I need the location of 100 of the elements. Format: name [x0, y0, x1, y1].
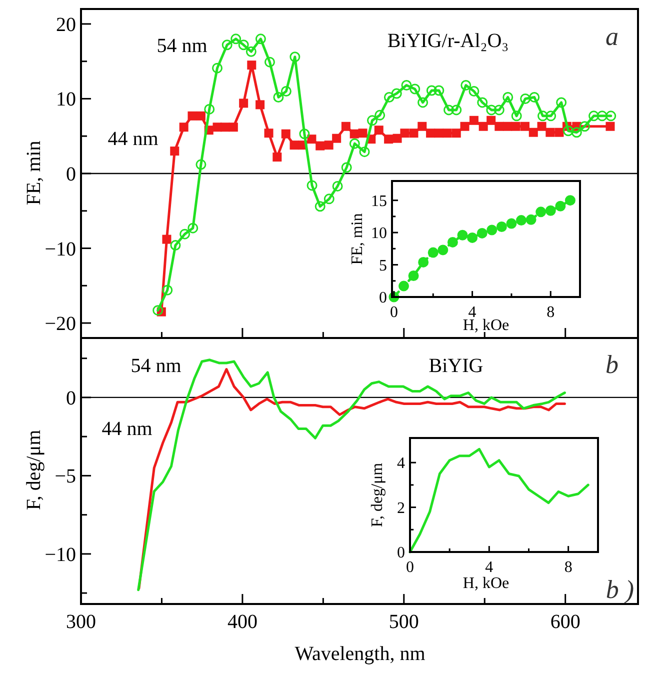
point	[528, 128, 538, 137]
point	[571, 127, 582, 138]
y-tick-label: 10	[56, 88, 76, 111]
point	[392, 134, 402, 143]
point	[564, 195, 576, 206]
point	[239, 98, 248, 108]
point	[478, 122, 488, 131]
point	[447, 236, 458, 248]
point	[255, 34, 266, 44]
point	[426, 128, 436, 138]
point	[546, 110, 556, 122]
point	[349, 138, 360, 149]
point	[324, 140, 334, 150]
point	[418, 256, 429, 268]
point	[212, 62, 223, 74]
point	[511, 122, 520, 131]
y-tick-label: 10	[371, 225, 387, 242]
point	[230, 34, 242, 44]
point	[434, 85, 444, 96]
point	[290, 52, 300, 62]
point	[384, 134, 394, 144]
x-tick-label: 500	[388, 611, 419, 633]
point	[391, 88, 402, 99]
point	[438, 244, 448, 256]
point	[179, 122, 188, 132]
point	[408, 270, 419, 281]
point	[468, 86, 480, 96]
point	[246, 46, 256, 57]
point	[222, 40, 232, 50]
point	[341, 122, 350, 131]
y-tick-label: 5	[379, 257, 387, 274]
point	[555, 200, 566, 212]
point	[486, 116, 496, 125]
point	[314, 201, 326, 212]
y-axis-title: F, deg/μm	[23, 429, 45, 510]
y-tick-label: −10	[44, 544, 76, 566]
y-tick-label: −5	[54, 466, 76, 488]
x-tick-label: 8	[564, 559, 572, 576]
annotation: b )	[606, 575, 634, 604]
y-tick-label: −10	[44, 238, 76, 260]
point	[502, 92, 514, 102]
x-tick-label: 4	[485, 559, 494, 576]
point	[537, 110, 548, 122]
point	[511, 110, 522, 122]
point	[428, 247, 438, 258]
point	[324, 194, 334, 204]
y-tick-label: 0	[379, 290, 387, 307]
point	[506, 218, 517, 229]
point	[494, 104, 504, 116]
point	[452, 128, 461, 138]
y-tick-label: 0	[397, 544, 405, 562]
point	[426, 85, 437, 96]
point	[188, 111, 197, 120]
x-axis-title: Wavelength, nm	[294, 643, 426, 665]
y-axis-title: F, deg/μm	[369, 462, 386, 528]
point	[442, 128, 452, 138]
point	[247, 60, 256, 70]
x-tick-label: 8	[546, 304, 555, 321]
point	[556, 97, 567, 108]
series-label: 44 nm	[102, 418, 153, 440]
point	[273, 92, 284, 102]
series-label: 54 nm	[130, 355, 182, 377]
point	[460, 80, 472, 91]
point	[486, 104, 497, 116]
point	[400, 128, 410, 138]
point	[476, 228, 488, 238]
point	[529, 92, 540, 102]
point	[359, 146, 370, 158]
point	[520, 93, 531, 104]
point	[358, 128, 368, 138]
point	[418, 97, 428, 108]
point	[410, 84, 420, 94]
point	[272, 152, 282, 162]
point	[384, 92, 394, 102]
point	[526, 214, 536, 225]
point	[341, 162, 352, 173]
y-tick-label: −20	[44, 313, 76, 336]
point	[494, 122, 504, 131]
series-label: 54 nm	[156, 35, 208, 57]
point	[579, 121, 590, 132]
point	[554, 128, 564, 137]
point	[196, 111, 206, 120]
point	[299, 128, 310, 140]
point	[596, 110, 608, 122]
point	[152, 305, 164, 316]
x-axis-title: H, kOe	[462, 575, 510, 592]
y-tick-label: 2	[397, 500, 405, 517]
point	[486, 224, 498, 236]
point	[170, 146, 180, 156]
point	[162, 234, 172, 244]
y-tick-label: 20	[56, 14, 76, 36]
point	[280, 86, 292, 96]
point	[180, 228, 190, 240]
point	[545, 205, 556, 216]
point	[170, 240, 181, 251]
point	[332, 180, 343, 192]
point	[536, 206, 546, 218]
point	[256, 100, 265, 110]
point	[606, 110, 616, 122]
point	[398, 280, 409, 292]
